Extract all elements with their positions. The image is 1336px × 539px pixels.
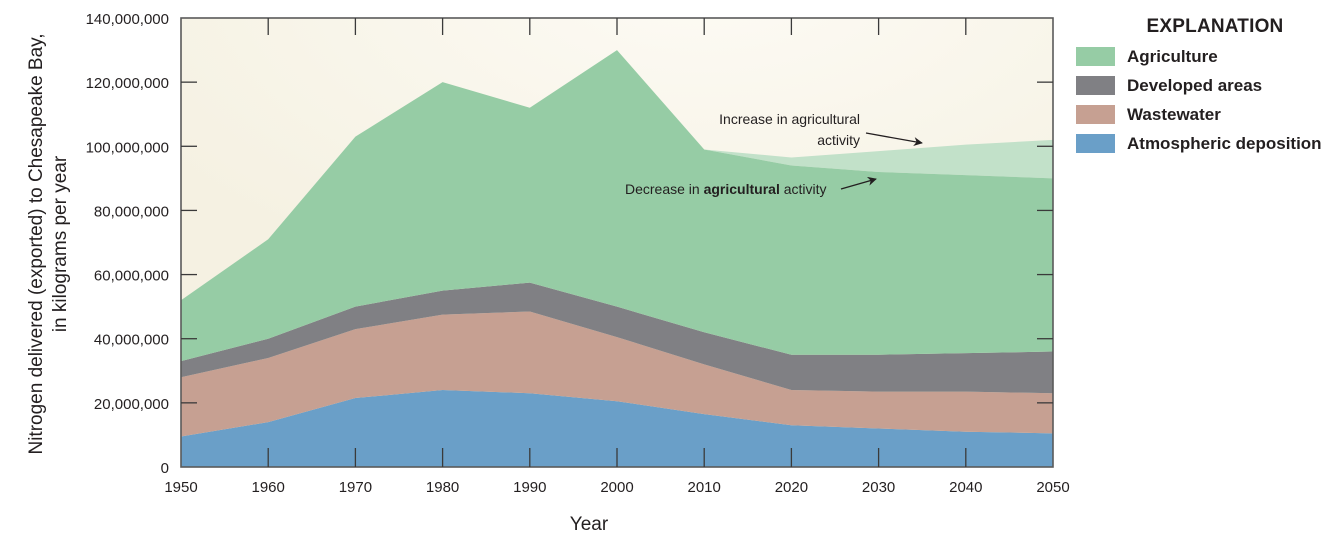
legend-swatch-wastewater [1076, 105, 1115, 124]
x-tick-label: 1950 [164, 479, 197, 496]
legend-swatch-atmospheric-deposition [1076, 134, 1115, 153]
x-tick-label: 1970 [339, 479, 372, 496]
legend-swatch-agriculture [1076, 47, 1115, 66]
area-developed-areas [181, 282, 1053, 394]
annotation-decrease-text: Decrease in agricultural activity [625, 181, 827, 197]
y-axis-title-line-2: in kilograms per year [50, 155, 71, 332]
y-tick-label: 140,000,000 [86, 11, 169, 28]
legend-label-atmospheric-deposition: Atmospheric deposition [1127, 133, 1322, 153]
annotation-increase-line-2: activity [817, 132, 860, 148]
x-tick-label: 2010 [688, 479, 721, 496]
y-tick-label: 0 [161, 460, 169, 477]
annotation-increase: Increase in agricultural activity [719, 111, 923, 148]
y-tick-label: 20,000,000 [94, 396, 169, 413]
legend-title: EXPLANATION [1146, 16, 1284, 37]
y-tick-label: 80,000,000 [94, 203, 169, 220]
legend-label-agriculture: Agriculture [1127, 46, 1218, 66]
x-tick-labels: 1950 1960 1970 1980 1990 2000 2010 2020 2030 2040… [164, 479, 1069, 496]
x-axis-title: Year [570, 514, 609, 535]
x-tick-label: 2000 [600, 479, 633, 496]
y-tick-labels: 0 20,000,000 40,000,000 60,000,000 80,000,00… [86, 11, 169, 477]
area-increase-in-agricultural-activity [704, 139, 1053, 179]
x-tick-label: 2040 [949, 479, 982, 496]
x-tick-label: 2030 [862, 479, 895, 496]
x-tick-label: 1990 [513, 479, 546, 496]
area-agriculture [181, 50, 1053, 362]
y-tick-label: 60,000,000 [94, 268, 169, 285]
annotation-increase-line-1: Increase in agricultural [719, 111, 860, 127]
legend-swatch-developed-areas [1076, 76, 1115, 95]
x-tick-label: 2020 [775, 479, 808, 496]
legend-item-developed-areas: Developed areas [1076, 71, 1334, 100]
y-tick-label: 100,000,000 [86, 139, 169, 156]
y-tick-label: 120,000,000 [86, 75, 169, 92]
legend-item-atmospheric-deposition: Atmospheric deposition [1076, 129, 1334, 158]
annotation-decrease-arrow [840, 176, 877, 190]
area-layers [181, 50, 1053, 467]
annotation-decrease-part-3: activity [780, 181, 827, 197]
legend-item-agriculture: Agriculture [1076, 42, 1334, 71]
annotation-decrease-part-1: Decrease in [625, 181, 704, 197]
annotation-decrease-part-2: agricultural [704, 181, 780, 197]
legend-label-wastewater: Wastewater [1127, 104, 1221, 124]
y-axis-title: Nitrogen delivered (exported) to Chesape… [26, 33, 71, 454]
legend-item-wastewater: Wastewater [1076, 100, 1334, 129]
y-tick-label: 40,000,000 [94, 332, 169, 349]
area-wastewater [181, 311, 1053, 437]
annotation-decrease: Decrease in agricultural activity [625, 176, 877, 197]
legend-label-developed-areas: Developed areas [1127, 75, 1263, 95]
x-tick-label: 1980 [426, 479, 459, 496]
y-axis-title-line-1: Nitrogen delivered (exported) to Chesape… [26, 33, 47, 454]
annotation-increase-arrow [865, 132, 923, 147]
axis-ticks [181, 18, 1053, 467]
area-atmospheric-deposition [181, 390, 1053, 467]
x-tick-label: 2050 [1036, 479, 1069, 496]
x-tick-label: 1960 [252, 479, 285, 496]
legend: EXPLANATION Agriculture Developed areas … [1076, 16, 1334, 158]
